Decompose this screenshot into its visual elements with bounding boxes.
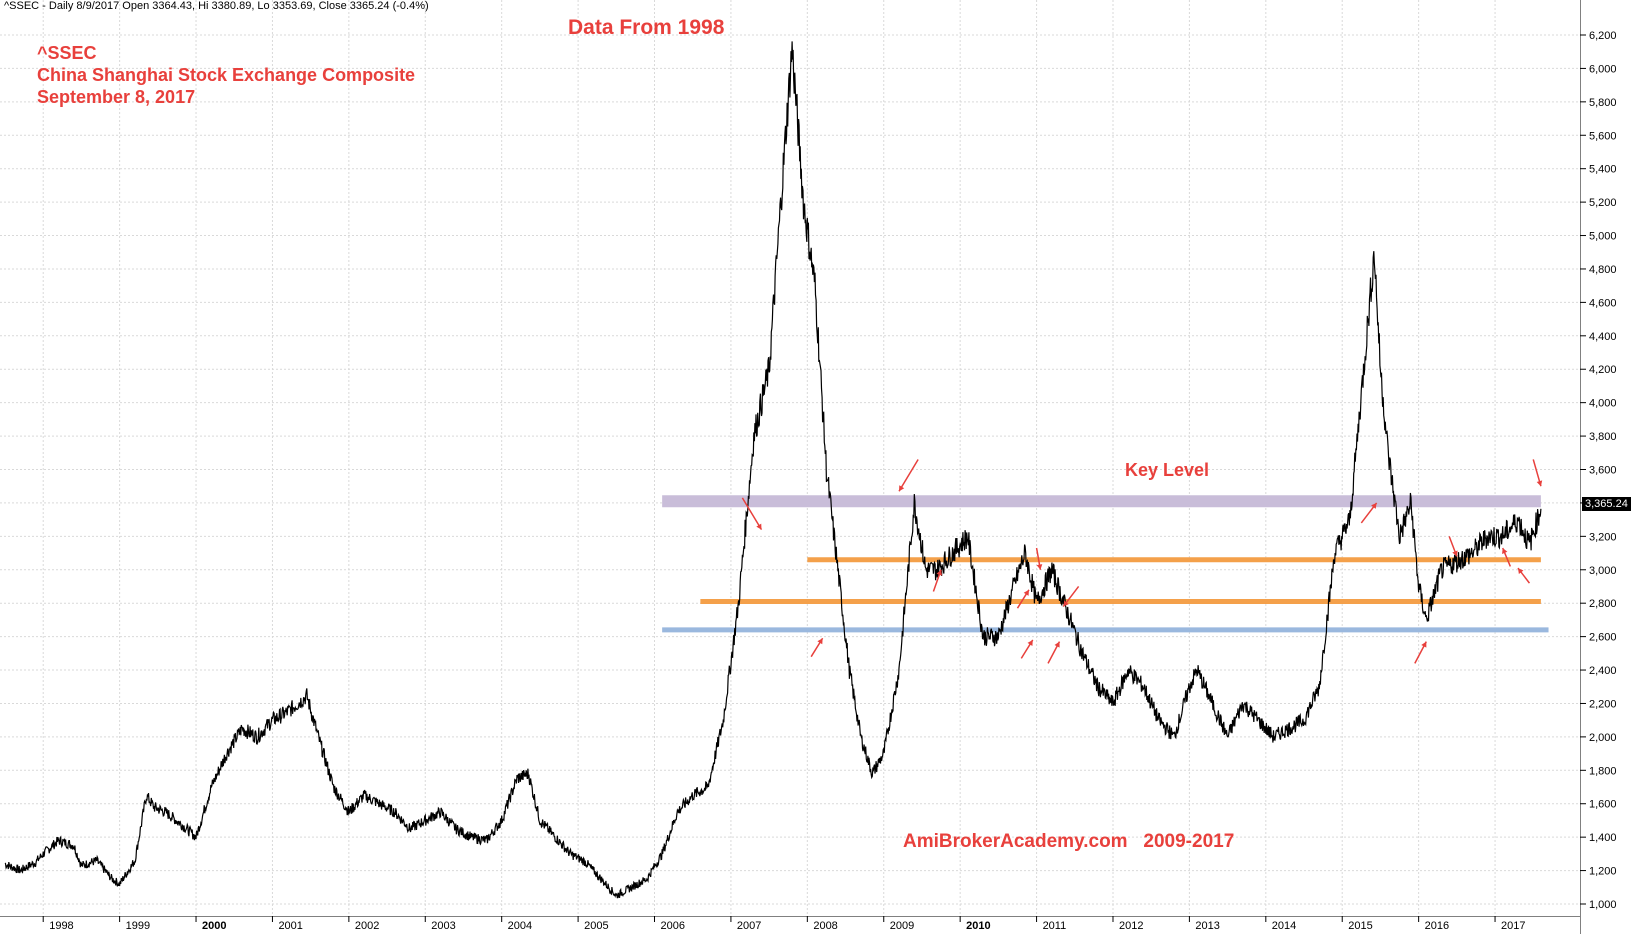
- data-from-annotation: Data From 1998: [568, 16, 725, 39]
- x-tick-label: 2017: [1501, 920, 1525, 932]
- annotation-arrow: [898, 459, 919, 492]
- price-chart: [0, 0, 1580, 916]
- y-tick-label: 2,400: [1589, 665, 1617, 677]
- x-tick-label: 2008: [813, 920, 837, 932]
- x-tick-label: 2010: [966, 920, 990, 932]
- y-tick-label: 3,000: [1589, 565, 1617, 577]
- annotation-arrow-head: [1452, 550, 1458, 557]
- x-tick-label: 2015: [1348, 920, 1372, 932]
- y-tick-label: 5,400: [1589, 164, 1617, 176]
- x-tick-label: 2005: [584, 920, 608, 932]
- status-line: ^SSEC - Daily 8/9/2017 Open 3364.43, Hi …: [4, 0, 429, 12]
- y-tick-label: 3,600: [1589, 465, 1617, 477]
- annotation-arrow-head: [1036, 564, 1043, 570]
- ticker-label: ^SSEC: [37, 43, 97, 63]
- annotation-arrow-head: [1054, 641, 1060, 648]
- watermark: AmiBrokerAcademy.com 2009-2017: [903, 831, 1235, 852]
- annotation-arrow-head: [899, 485, 905, 492]
- annotation-arrow: [741, 497, 763, 531]
- index-name: China Shanghai Stock Exchange Composite: [37, 65, 416, 85]
- x-tick-label: 1999: [126, 920, 150, 932]
- annotation-arrow-head: [1023, 589, 1029, 596]
- y-tick-label: 6,000: [1589, 63, 1617, 75]
- y-tick-label: 2,600: [1589, 632, 1617, 644]
- y-tick-label: 4,800: [1589, 264, 1617, 276]
- last-value-label: 3,365.24: [1582, 497, 1631, 511]
- annotation-arrow-head: [1502, 548, 1508, 555]
- y-tick-label: 2,000: [1589, 732, 1617, 744]
- annotation-arrow-head: [936, 569, 943, 576]
- x-tick-label: 2009: [890, 920, 914, 932]
- y-tick-label: 2,800: [1589, 598, 1617, 610]
- annotation-arrow-head: [1517, 568, 1524, 575]
- x-tick-label: 2001: [278, 920, 302, 932]
- y-tick-label: 1,600: [1589, 799, 1617, 811]
- chart-date: September 8, 2017: [37, 87, 196, 107]
- y-tick-label: 5,600: [1589, 130, 1617, 142]
- x-tick-label: 2003: [431, 920, 455, 932]
- price-series-line: [4, 41, 1542, 899]
- x-tick-label: 2000: [202, 920, 226, 932]
- x-tick-label: 2014: [1272, 920, 1296, 932]
- y-tick-label: 5,000: [1589, 231, 1617, 243]
- key-level-label: Key Level: [1125, 460, 1210, 480]
- x-tick-label: 2006: [661, 920, 685, 932]
- y-tick-label: 5,800: [1589, 97, 1617, 109]
- annotation-arrow-head: [817, 638, 823, 645]
- y-tick-label: 5,200: [1589, 197, 1617, 209]
- x-tick-label: 2007: [737, 920, 761, 932]
- y-tick-label: 4,000: [1589, 398, 1617, 410]
- x-tick-label: 2011: [1043, 920, 1067, 932]
- x-tick-label: 2012: [1119, 920, 1143, 932]
- x-axis: 1998 1999 2000 2001 2002 2003 2004 2005 2006 2007…: [0, 916, 1580, 932]
- y-tick-label: 1,400: [1589, 832, 1617, 844]
- annotation-arrow-head: [1536, 480, 1543, 487]
- y-tick-label: 4,200: [1589, 364, 1617, 376]
- x-tick-label: 2002: [355, 920, 379, 932]
- y-tick-label: 6,200: [1589, 30, 1617, 42]
- annotation-arrow-head: [1027, 639, 1033, 646]
- chart-title-block: ^SSEC China Shanghai Stock Exchange Comp…: [37, 42, 415, 108]
- y-tick-label: 1,200: [1589, 866, 1617, 878]
- x-tick-label: 2016: [1425, 920, 1449, 932]
- y-tick-label: 4,600: [1589, 297, 1617, 309]
- annotation-arrow-head: [756, 523, 762, 530]
- annotation-arrow-head: [1421, 641, 1427, 648]
- y-axis: 1,000 1,200 1,400 1,600 1,800 2,000 2,200 2,400…: [1580, 0, 1617, 934]
- y-tick-label: 2,200: [1589, 698, 1617, 710]
- x-tick-label: 2004: [508, 920, 532, 932]
- y-tick-label: 1,000: [1589, 899, 1617, 911]
- y-tick-label: 3,200: [1589, 531, 1617, 543]
- annotation-arrow-head: [1063, 600, 1069, 607]
- y-tick-label: 1,800: [1589, 765, 1617, 777]
- y-tick-label: 3,800: [1589, 431, 1617, 443]
- x-tick-label: 1998: [49, 920, 73, 932]
- annotation-arrow-head: [1371, 502, 1377, 509]
- y-tick-label: 4,400: [1589, 331, 1617, 343]
- x-tick-label: 2013: [1195, 920, 1219, 932]
